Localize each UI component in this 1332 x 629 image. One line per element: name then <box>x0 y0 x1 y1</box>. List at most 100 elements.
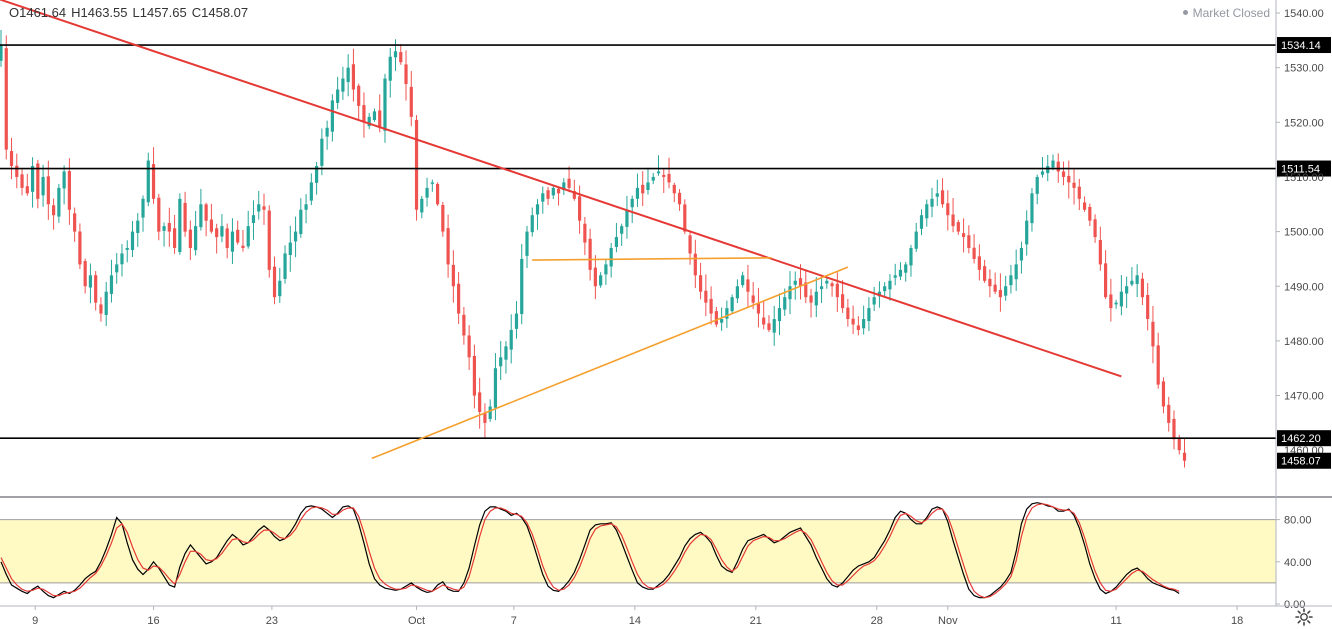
candle <box>15 153 19 189</box>
level-label-box <box>1277 430 1331 447</box>
candle <box>835 272 839 312</box>
candle-body <box>993 284 997 292</box>
candle <box>451 250 455 303</box>
candle-body <box>1082 202 1087 210</box>
candle <box>904 261 908 282</box>
candle-body <box>141 198 145 218</box>
candle-body <box>788 286 792 300</box>
candle <box>741 271 745 288</box>
candle <box>283 245 287 284</box>
candle-body <box>388 56 392 81</box>
candle-body <box>862 319 866 329</box>
candle-body <box>709 298 713 314</box>
settings-gear-icon[interactable] <box>1294 607 1314 627</box>
candle-body <box>372 111 377 121</box>
candle <box>514 301 519 339</box>
candle-body <box>662 174 666 177</box>
candle-body <box>656 171 661 174</box>
osc-tick-label: 80.00 <box>1284 515 1312 527</box>
candle-body <box>1067 175 1071 183</box>
time-tick-label: 16 <box>147 615 159 627</box>
candle-body <box>52 205 56 216</box>
candle-body <box>846 307 850 320</box>
candle-body <box>562 182 566 191</box>
candle <box>1109 278 1113 322</box>
candle-body <box>483 412 487 423</box>
candle-body <box>599 275 603 286</box>
candle <box>1019 241 1024 274</box>
candle <box>220 214 224 243</box>
candle-body <box>914 231 918 249</box>
candle-body <box>1061 171 1066 177</box>
candle <box>688 232 692 265</box>
candle <box>388 48 392 98</box>
market-status: Market Closed <box>1182 6 1270 20</box>
candle <box>409 71 413 127</box>
candle-body <box>883 286 887 292</box>
candle <box>504 341 508 374</box>
candle <box>888 274 892 301</box>
candle-body <box>672 184 676 194</box>
candle <box>25 173 29 196</box>
candle <box>788 271 792 315</box>
candle <box>1014 249 1018 291</box>
candle <box>525 225 529 269</box>
candle-body <box>1051 160 1055 168</box>
candle-body <box>472 355 476 396</box>
candle <box>467 325 471 370</box>
candle-body <box>357 85 361 106</box>
candle <box>404 50 408 101</box>
candle <box>767 315 771 333</box>
candle <box>362 92 366 138</box>
candle <box>1088 203 1092 226</box>
candle <box>315 161 319 195</box>
candle <box>57 183 61 223</box>
candle <box>136 213 140 247</box>
candle <box>662 169 666 193</box>
candle-body <box>409 86 413 117</box>
candle <box>704 274 708 317</box>
candle-body <box>572 191 576 199</box>
candle <box>1025 210 1029 256</box>
time-tick-label: 11 <box>1110 615 1121 627</box>
candle-body <box>693 253 697 276</box>
candle <box>430 179 434 192</box>
candle-body <box>898 269 903 277</box>
candle <box>556 186 561 206</box>
candle-body <box>951 214 955 227</box>
candle-body <box>1182 452 1187 461</box>
candle <box>94 271 98 311</box>
candle-body <box>0 45 3 61</box>
candle <box>130 220 135 258</box>
candle-body <box>967 235 971 248</box>
candle <box>677 189 682 211</box>
candle-body <box>199 204 203 228</box>
close-value: C1458.07 <box>191 5 249 20</box>
candle <box>856 316 860 336</box>
candle-body <box>841 294 845 309</box>
candle <box>341 66 345 100</box>
candle-body <box>136 220 140 233</box>
candle <box>919 209 924 236</box>
candle <box>83 258 87 294</box>
candle <box>872 286 876 311</box>
level-label-box <box>1277 160 1331 177</box>
candle-body <box>288 242 292 256</box>
candle <box>967 225 971 254</box>
candle <box>656 155 661 176</box>
candle <box>367 113 371 129</box>
candle-body <box>578 196 582 221</box>
candle-body <box>225 228 229 248</box>
candle <box>798 264 803 300</box>
time-tick-label: 14 <box>629 615 641 627</box>
candle <box>1130 267 1134 287</box>
candle <box>36 159 40 209</box>
candle <box>599 272 603 288</box>
candle <box>1114 299 1118 309</box>
time-tick-label: Nov <box>938 615 958 627</box>
candle-body <box>919 215 924 229</box>
candle-body <box>162 226 166 231</box>
candle <box>914 222 918 252</box>
candle-body <box>151 164 156 199</box>
